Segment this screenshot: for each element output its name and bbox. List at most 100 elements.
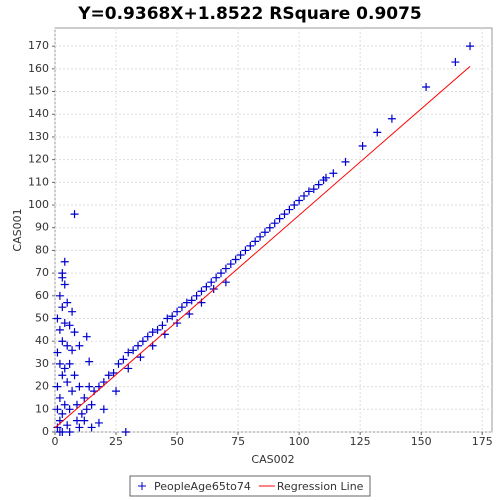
scatter-point (329, 169, 338, 178)
scatter-point (70, 371, 79, 380)
scatter-point (94, 418, 103, 427)
scatter-point (290, 201, 299, 210)
scatter-point (82, 405, 91, 414)
scatter-point (72, 416, 81, 425)
legend-label: PeopleAge65to74 (154, 480, 251, 493)
scatter-point (217, 269, 226, 278)
scatter-point (75, 423, 84, 432)
scatter-point (60, 400, 69, 409)
scatter-point (256, 232, 265, 241)
scatter-point (226, 260, 235, 269)
scatter-point (212, 273, 221, 282)
scatter-point (129, 346, 138, 355)
scatter-point (451, 58, 460, 67)
x-axis-label: CAS002 (251, 453, 294, 466)
scatter-point (341, 157, 350, 166)
x-tick-label: 75 (231, 435, 245, 448)
scatter-point (55, 393, 64, 402)
scatter-point (158, 321, 167, 330)
scatter-point (314, 180, 323, 189)
scatter-point (58, 337, 67, 346)
scatter-point (58, 409, 67, 418)
y-tick-label: 120 (28, 153, 49, 166)
scatter-point (63, 421, 72, 430)
scatter-point (119, 355, 128, 364)
scatter-point (58, 269, 67, 278)
y-tick-label: 140 (28, 107, 49, 120)
scatter-point (373, 128, 382, 137)
scatter-point (77, 409, 86, 418)
scatter-point (300, 191, 309, 200)
scatter-point (82, 332, 91, 341)
y-tick-label: 160 (28, 62, 49, 75)
scatter-point (275, 214, 284, 223)
scatter-point (236, 250, 245, 259)
y-tick-label: 40 (35, 334, 49, 347)
x-tick-label: 125 (350, 435, 371, 448)
scatter-point (387, 114, 396, 123)
y-tick-label: 110 (28, 175, 49, 188)
y-tick-label: 170 (28, 39, 49, 52)
y-tick-label: 0 (42, 425, 49, 438)
scatter-point (65, 405, 74, 414)
scatter-point (75, 382, 84, 391)
scatter-point (136, 353, 145, 362)
scatter-point (124, 364, 133, 373)
scatter-point (153, 325, 162, 334)
x-tick-label: 100 (289, 435, 310, 448)
scatter-point (422, 83, 431, 92)
scatter-point (68, 307, 77, 316)
scatter-point (53, 405, 62, 414)
y-tick-label: 100 (28, 198, 49, 211)
scatter-point (80, 416, 89, 425)
scatter-point (65, 321, 74, 330)
scatter-point (187, 296, 196, 305)
scatter-point (63, 341, 72, 350)
scatter-point (55, 428, 64, 436)
scatter-point (148, 328, 157, 337)
legend-label: Regression Line (277, 480, 364, 493)
x-tick-label: 50 (170, 435, 184, 448)
y-tick-label: 20 (35, 380, 49, 393)
y-axis-label: CAS001 (11, 208, 24, 251)
scatter-point (87, 423, 96, 432)
y-tick-label: 30 (35, 357, 49, 370)
scatter-point (295, 196, 304, 205)
scatter-point (80, 393, 89, 402)
chart-title: Y=0.9368X+1.8522 RSquare 0.9075 (77, 4, 422, 24)
y-tick-label: 10 (35, 402, 49, 415)
scatter-point (173, 319, 182, 328)
scatter-point (58, 303, 67, 312)
scatter-point (280, 210, 289, 219)
scatter-point (85, 357, 94, 366)
scatter-point (85, 382, 94, 391)
y-tick-label: 150 (28, 85, 49, 98)
scatter-point (309, 185, 318, 194)
scatter-point (60, 257, 69, 266)
regression-line (54, 65, 471, 429)
scatter-point (197, 287, 206, 296)
scatter-point (168, 312, 177, 321)
scatter-point (53, 382, 62, 391)
scatter-point (58, 371, 67, 380)
scatter-point (109, 368, 118, 377)
y-tick-label: 90 (35, 221, 49, 234)
scatter-point (53, 348, 62, 357)
scatter-point (70, 328, 79, 337)
y-tick-label: 80 (35, 243, 49, 256)
scatter-point (63, 378, 72, 387)
scatter-point (55, 359, 64, 368)
x-tick-label: 25 (109, 435, 123, 448)
scatter-point (246, 241, 255, 250)
scatter-point (53, 314, 62, 323)
x-tick-label: 150 (411, 435, 432, 448)
scatter-point (202, 282, 211, 291)
scatter-point (121, 428, 130, 436)
x-tick-label: 175 (472, 435, 493, 448)
scatter-point (192, 291, 201, 300)
scatter-point (75, 341, 84, 350)
scatter-point (60, 319, 69, 328)
scatter-point (265, 223, 274, 232)
scatter-point (60, 280, 69, 289)
